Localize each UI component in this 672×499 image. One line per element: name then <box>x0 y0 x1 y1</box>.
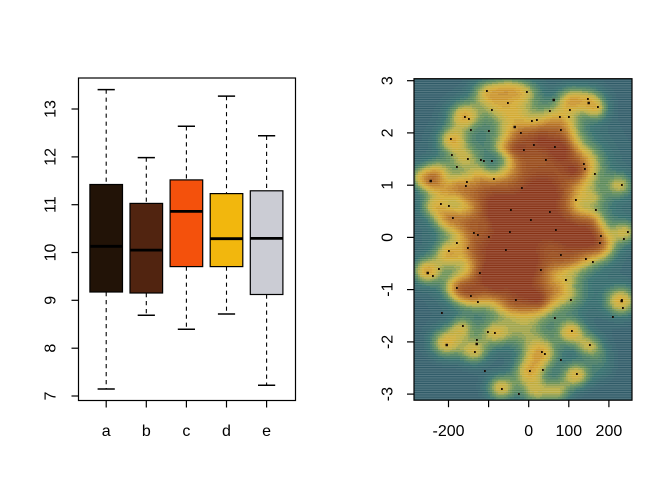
svg-text:-200: -200 <box>432 423 464 440</box>
svg-text:e: e <box>262 423 271 440</box>
svg-text:2: 2 <box>379 128 396 137</box>
svg-text:10: 10 <box>43 244 60 262</box>
svg-text:-2: -2 <box>379 335 396 349</box>
svg-text:b: b <box>142 423 151 440</box>
svg-text:a: a <box>102 423 111 440</box>
svg-text:-1: -1 <box>379 282 396 296</box>
svg-text:c: c <box>182 423 190 440</box>
svg-text:-3: -3 <box>379 387 396 401</box>
svg-text:0: 0 <box>524 423 533 440</box>
svg-text:9: 9 <box>43 296 60 305</box>
svg-text:d: d <box>222 423 231 440</box>
svg-text:12: 12 <box>43 148 60 166</box>
svg-text:200: 200 <box>596 423 623 440</box>
svg-text:11: 11 <box>43 196 60 213</box>
svg-text:100: 100 <box>555 423 582 440</box>
svg-text:13: 13 <box>43 100 60 118</box>
svg-text:3: 3 <box>379 76 396 85</box>
svg-text:7: 7 <box>43 391 60 400</box>
svg-text:1: 1 <box>379 181 396 190</box>
svg-text:8: 8 <box>43 344 60 353</box>
svg-text:0: 0 <box>379 233 396 242</box>
